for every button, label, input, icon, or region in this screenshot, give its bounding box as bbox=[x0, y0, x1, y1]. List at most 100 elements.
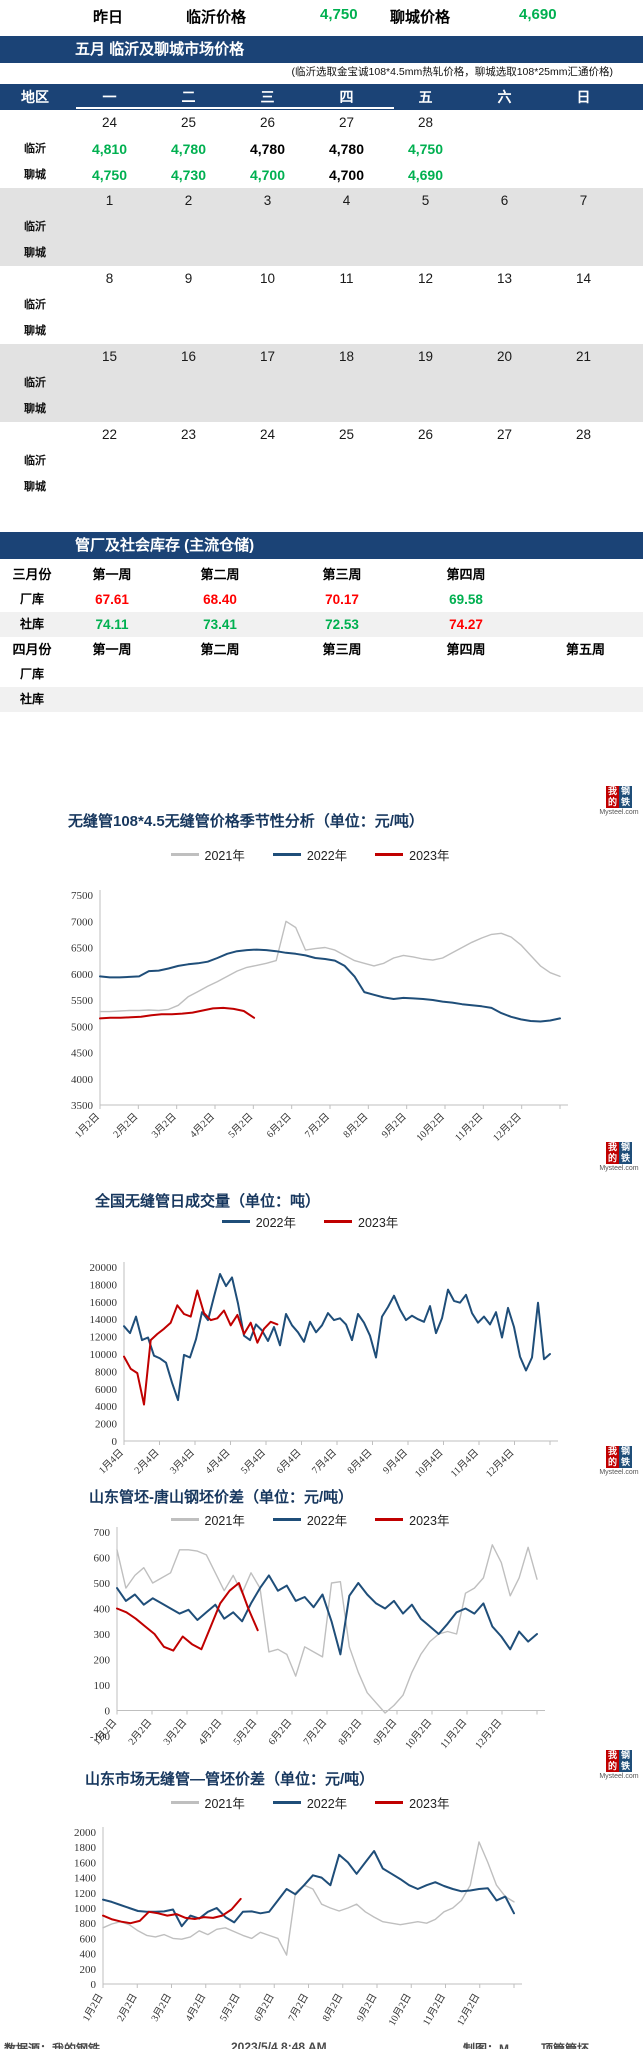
calendar-price-cell bbox=[228, 474, 307, 500]
inventory-row-label: 社库 bbox=[19, 617, 44, 631]
inventory-week-header: 第三周 bbox=[322, 642, 362, 657]
calendar-row-label bbox=[0, 344, 70, 370]
calendar-week: 8 9 10 11 12 13 14 临沂 聊城 bbox=[0, 266, 643, 344]
svg-text:200: 200 bbox=[80, 1964, 97, 1976]
calendar-row-label bbox=[0, 110, 70, 136]
calendar-price-cell: 4,690 bbox=[407, 167, 444, 183]
watermark-text: 我的 bbox=[606, 1750, 619, 1772]
calendar-day-header: 二 bbox=[181, 89, 196, 105]
summary-row: 昨日 临沂价格 4,750 聊城价格 4,690 bbox=[0, 6, 643, 30]
svg-text:3月2日: 3月2日 bbox=[149, 1111, 179, 1141]
calendar-row-label: 聊城 bbox=[24, 169, 46, 181]
calendar-date-cell: 24 bbox=[101, 115, 118, 130]
legend-line-swatch bbox=[221, 1220, 250, 1223]
svg-text:9月2日: 9月2日 bbox=[371, 1717, 399, 1748]
price-section-title: 五月 临沂及聊城市场价格 bbox=[75, 41, 245, 58]
calendar-row-label bbox=[0, 266, 70, 292]
svg-text:4月4日: 4月4日 bbox=[203, 1447, 233, 1477]
calendar-price-cell: 4,780 bbox=[328, 141, 365, 157]
price-section-header: 五月 临沂及聊城市场价格 bbox=[0, 36, 643, 63]
inventory-row: 社库 bbox=[0, 687, 643, 712]
svg-text:8月2日: 8月2日 bbox=[341, 1111, 371, 1141]
mysteel-watermark: 我的 钢铁 Mysteel.com bbox=[597, 1142, 641, 1172]
svg-text:8000: 8000 bbox=[95, 1366, 118, 1378]
svg-text:600: 600 bbox=[80, 1933, 97, 1945]
svg-text:10月4日: 10月4日 bbox=[412, 1447, 445, 1480]
calendar-price-cell bbox=[465, 318, 544, 344]
calendar-price-cell: 4,780 bbox=[249, 141, 286, 157]
calendar-price-cell bbox=[465, 448, 544, 474]
calendar-price-cell bbox=[70, 240, 149, 266]
mysteel-watermark: 我的 钢铁 Mysteel.com bbox=[597, 1446, 641, 1476]
calendar-date-cell: 14 bbox=[575, 271, 592, 286]
calendar-price-cell bbox=[149, 370, 228, 396]
calendar-date-cell: 23 bbox=[180, 427, 197, 442]
calendar-price-cell bbox=[544, 396, 623, 422]
legend-label: 2021年 bbox=[204, 1797, 245, 1811]
calendar-row-label: 临沂 bbox=[24, 143, 46, 155]
calendar-row: 临沂 bbox=[0, 292, 643, 318]
chart-seasonal-price-title: 无缝管108*4.5无缝管价格季节性分析（单位：元/吨） bbox=[68, 813, 424, 830]
svg-text:1月2日: 1月2日 bbox=[72, 1111, 102, 1141]
calendar-price-cell bbox=[149, 214, 228, 240]
calendar-date-cell: 18 bbox=[338, 349, 355, 364]
svg-text:7月2日: 7月2日 bbox=[301, 1717, 329, 1748]
svg-text:2月2日: 2月2日 bbox=[114, 1992, 139, 2024]
svg-text:7500: 7500 bbox=[71, 890, 94, 902]
calendar-price-cell bbox=[228, 318, 307, 344]
calendar-date-cell: 22 bbox=[101, 427, 118, 442]
watermark-text: 钢铁 bbox=[619, 786, 632, 808]
inventory-value-cell: 74.27 bbox=[449, 617, 483, 632]
svg-text:1800: 1800 bbox=[74, 1842, 97, 1854]
svg-text:16000: 16000 bbox=[90, 1297, 118, 1309]
calendar-price-cell bbox=[149, 292, 228, 318]
calendar-date-cell: 3 bbox=[263, 193, 272, 208]
calendar-date-cell: 27 bbox=[338, 115, 355, 130]
inventory-value-cell bbox=[64, 687, 160, 712]
calendar-row: 聊城 bbox=[0, 396, 643, 422]
calendar-date-cell: 27 bbox=[496, 427, 513, 442]
calendar-price-cell bbox=[386, 474, 465, 500]
svg-text:6月4日: 6月4日 bbox=[274, 1447, 304, 1477]
calendar-row: 聊城 bbox=[0, 240, 643, 266]
inventory-week-header: 第三周 bbox=[322, 567, 362, 582]
svg-text:800: 800 bbox=[80, 1918, 97, 1930]
svg-text:8月2日: 8月2日 bbox=[320, 1992, 345, 2024]
calendar-price-cell bbox=[386, 292, 465, 318]
svg-text:12月2日: 12月2日 bbox=[473, 1717, 505, 1752]
inventory-week-header: 第五周 bbox=[565, 642, 605, 657]
inventory-row: 厂库 67.61 68.40 70.17 69.58 bbox=[0, 587, 643, 612]
svg-text:4月2日: 4月2日 bbox=[196, 1717, 224, 1748]
inventory-row-label: 社库 bbox=[19, 692, 44, 706]
svg-text:1月4日: 1月4日 bbox=[96, 1447, 126, 1477]
calendar-price-cell: 4,810 bbox=[91, 141, 128, 157]
calendar-price-cell bbox=[307, 370, 386, 396]
inventory-value-cell bbox=[528, 687, 643, 712]
legend-line-swatch bbox=[272, 853, 301, 856]
calendar-date-cell: 28 bbox=[575, 427, 592, 442]
svg-text:2000: 2000 bbox=[74, 1827, 97, 1839]
inventory-section-title: 管厂及社会库存 (主流仓储) bbox=[75, 537, 255, 554]
chart-daily-volume-legend: 2022年 2023年 bbox=[0, 1212, 620, 1231]
calendar-price-cell bbox=[386, 396, 465, 422]
calendar-row: 临沂 4,810 4,780 4,780 4,780 4,750 bbox=[0, 136, 643, 162]
calendar-row-label: 临沂 bbox=[24, 377, 46, 389]
calendar-price-cell bbox=[465, 214, 544, 240]
svg-text:14000: 14000 bbox=[90, 1314, 118, 1326]
svg-text:8月4日: 8月4日 bbox=[345, 1447, 375, 1477]
inventory-value-cell: 70.17 bbox=[325, 592, 359, 607]
calendar-price-cell bbox=[465, 396, 544, 422]
svg-text:12月4日: 12月4日 bbox=[483, 1447, 516, 1480]
legend-label: 2023年 bbox=[358, 1216, 399, 1230]
svg-text:12000: 12000 bbox=[90, 1332, 118, 1344]
inventory-value-cell bbox=[528, 662, 643, 687]
svg-text:9月2日: 9月2日 bbox=[379, 1111, 409, 1141]
inventory-value-cell: 68.40 bbox=[203, 592, 237, 607]
calendar-price-cell bbox=[228, 292, 307, 318]
calendar-price-cell bbox=[149, 240, 228, 266]
svg-text:5月2日: 5月2日 bbox=[231, 1717, 259, 1748]
calendar-price-cell bbox=[228, 396, 307, 422]
inventory-value-cell bbox=[160, 662, 280, 687]
calendar-weeks: 24 25 26 27 28 临沂 4,810 4,780 4,780 4,780 4,750 聊城 4… bbox=[0, 110, 643, 500]
